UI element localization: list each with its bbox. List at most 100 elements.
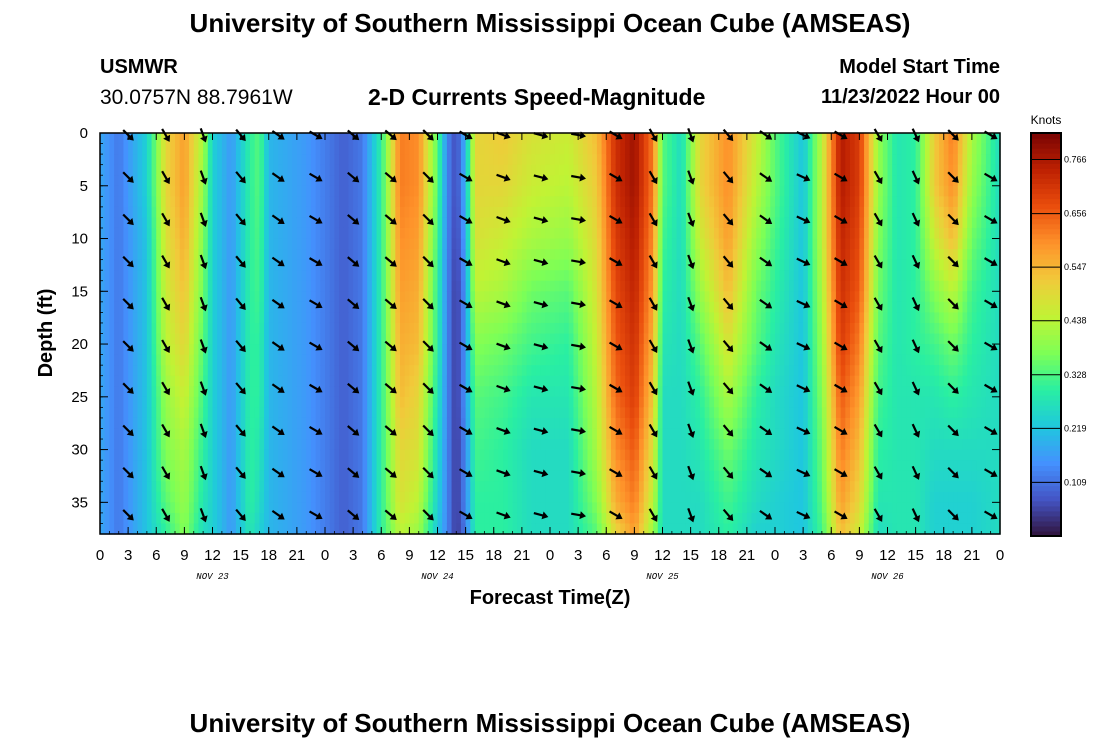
heatmap-cell xyxy=(606,238,612,250)
heatmap-cell xyxy=(325,312,331,324)
heatmap-cell xyxy=(484,270,490,282)
heatmap-cell xyxy=(231,460,237,472)
heatmap-cell xyxy=(160,439,167,451)
heatmap-cell xyxy=(451,185,457,197)
heatmap-cell xyxy=(381,154,387,166)
heatmap-cell xyxy=(582,417,589,430)
heatmap-cell xyxy=(175,217,181,229)
heatmap-cell xyxy=(653,206,659,219)
heatmap-cell xyxy=(371,238,378,250)
heatmap-cell xyxy=(489,217,495,229)
heatmap-cell xyxy=(348,333,354,345)
heatmap-cell xyxy=(104,154,110,166)
heatmap-cell xyxy=(418,375,425,387)
heatmap-cell xyxy=(620,407,626,419)
heatmap-cell xyxy=(540,481,546,493)
heatmap-cell xyxy=(521,407,528,419)
heatmap-cell xyxy=(446,523,453,535)
heatmap-cell xyxy=(460,344,467,356)
heatmap-cell xyxy=(531,344,537,356)
heatmap-cell xyxy=(325,449,331,461)
heatmap-cell xyxy=(676,227,682,240)
heatmap-cell xyxy=(179,439,185,451)
heatmap-cell xyxy=(146,259,153,271)
heatmap-cell xyxy=(568,333,575,345)
heatmap-cell xyxy=(231,523,237,535)
heatmap-cell xyxy=(114,133,120,145)
heatmap-cell xyxy=(465,375,471,387)
heatmap-cell xyxy=(573,301,579,313)
heatmap-cell xyxy=(512,439,518,451)
heatmap-cell xyxy=(521,270,528,282)
heatmap-cell xyxy=(625,386,631,398)
heatmap-cell xyxy=(592,407,598,419)
heatmap-cell xyxy=(709,259,715,271)
heatmap-cell xyxy=(587,439,593,451)
heatmap-cell xyxy=(357,491,364,503)
heatmap-cell xyxy=(296,470,303,482)
heatmap-cell xyxy=(489,417,495,430)
heatmap-cell xyxy=(639,491,645,503)
heatmap-cell xyxy=(184,439,190,451)
heatmap-cell xyxy=(367,227,373,240)
heatmap-cell xyxy=(484,196,490,208)
heatmap-cell xyxy=(559,449,565,461)
heatmap-cell xyxy=(653,439,659,451)
heatmap-cell xyxy=(156,481,162,493)
heatmap-cell xyxy=(128,206,134,219)
heatmap-cell xyxy=(437,154,443,166)
heatmap-cell xyxy=(231,312,237,324)
heatmap-cell xyxy=(231,449,237,461)
heatmap-cell xyxy=(639,375,645,387)
heatmap-cell xyxy=(592,375,598,387)
heatmap-cell xyxy=(334,460,340,472)
heatmap-cell xyxy=(296,417,303,430)
heatmap-cell xyxy=(578,354,584,366)
heatmap-cell xyxy=(390,491,396,503)
heatmap-cell xyxy=(395,449,401,461)
heatmap-cell xyxy=(606,365,612,377)
heatmap-cell xyxy=(545,238,551,250)
heatmap-cell xyxy=(226,185,232,197)
heatmap-cell xyxy=(676,238,682,250)
heatmap-cell xyxy=(662,312,668,324)
heatmap-cell xyxy=(676,512,682,525)
heatmap-cell xyxy=(357,164,364,176)
heatmap-cell xyxy=(315,270,321,282)
heatmap-cell xyxy=(320,470,326,482)
heatmap-cell xyxy=(100,164,106,176)
heatmap-cell xyxy=(704,523,710,535)
heatmap-cell xyxy=(643,449,650,461)
heatmap-cell xyxy=(343,491,350,503)
heatmap-cell xyxy=(587,491,593,503)
heatmap-cell xyxy=(179,333,185,345)
heatmap-cell xyxy=(573,375,579,387)
heatmap-cell xyxy=(629,375,635,387)
heatmap-cell xyxy=(146,143,153,155)
heatmap-cell xyxy=(362,270,368,282)
heatmap-cell xyxy=(390,227,396,240)
heatmap-cell xyxy=(470,217,476,229)
heatmap-cell xyxy=(479,249,485,261)
heatmap-cell xyxy=(592,270,598,282)
heatmap-cell xyxy=(704,249,710,261)
heatmap-cell xyxy=(643,270,650,282)
heatmap-cell xyxy=(648,333,654,345)
heatmap-cell xyxy=(535,428,542,440)
heatmap-cell xyxy=(193,428,200,440)
heatmap-cell xyxy=(489,449,495,461)
heatmap-cell xyxy=(165,375,171,387)
heatmap-cell xyxy=(479,291,485,303)
heatmap-cell xyxy=(493,407,500,419)
heatmap-cell xyxy=(512,301,518,313)
heatmap-cell xyxy=(629,333,635,345)
heatmap-cell xyxy=(451,164,457,176)
heatmap-cell xyxy=(414,470,420,482)
heatmap-cell xyxy=(559,375,565,387)
heatmap-cell xyxy=(451,481,457,493)
heatmap-cell xyxy=(489,259,495,271)
heatmap-cell xyxy=(278,449,284,461)
heatmap-cell xyxy=(573,206,579,219)
heatmap-cell xyxy=(479,449,485,461)
heatmap-cell xyxy=(657,481,664,493)
